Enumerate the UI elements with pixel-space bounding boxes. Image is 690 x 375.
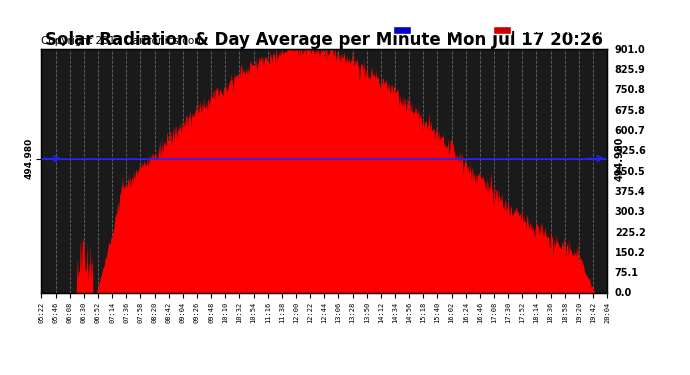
Title: Solar Radiation & Day Average per Minute Mon Jul 17 20:26: Solar Radiation & Day Average per Minute… (46, 31, 603, 49)
Legend: Median (w/m2), Radiation (w/m2): Median (w/m2), Radiation (w/m2) (392, 24, 602, 37)
Text: Copyright 2017 Cartronics.com: Copyright 2017 Cartronics.com (41, 36, 205, 46)
